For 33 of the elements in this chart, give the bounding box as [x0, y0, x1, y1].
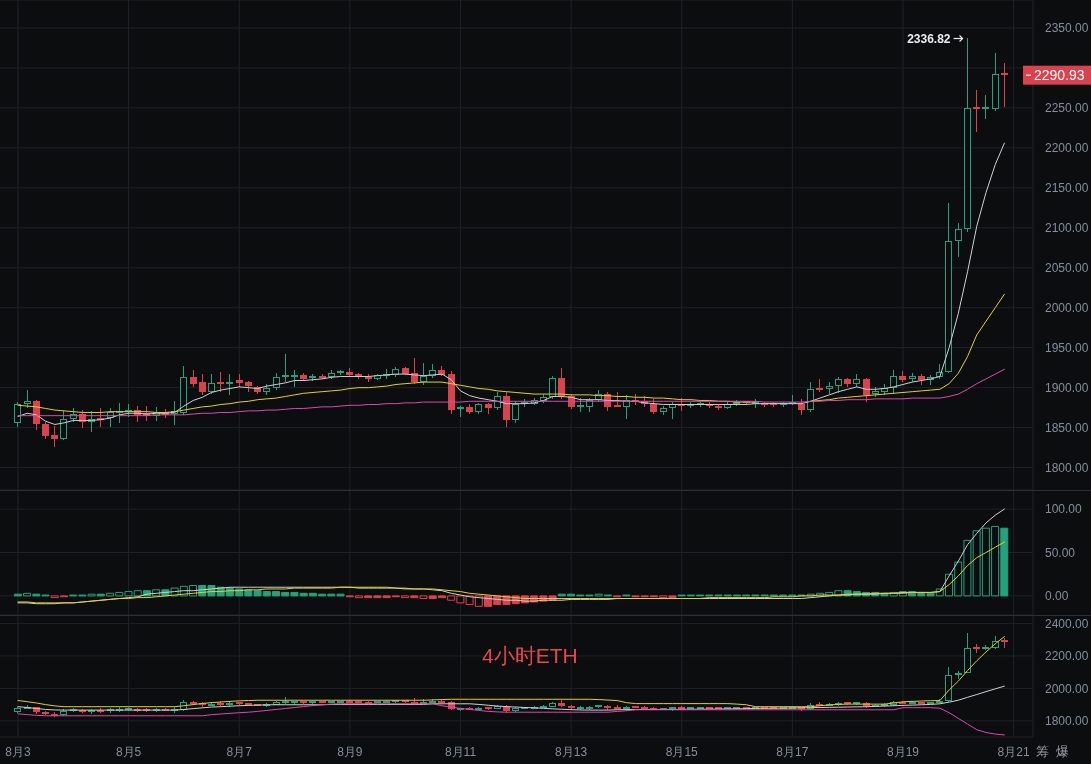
x-tick-label: 8月19	[887, 744, 920, 759]
x-tick-label: 8月9	[337, 744, 363, 759]
y-tick-label: 0.00	[1045, 589, 1069, 604]
text: 爆	[1055, 744, 1069, 759]
y-tick-label: 1800.00	[1045, 714, 1089, 729]
y-tick-label: 1950.00	[1045, 340, 1089, 355]
y-tick-label: 1850.00	[1045, 420, 1089, 435]
y-tick-label: 2050.00	[1045, 261, 1089, 276]
x-tick-label: 8月21	[997, 744, 1030, 759]
y-tick-label: 1900.00	[1045, 380, 1089, 395]
y-tick-label: 2000.00	[1045, 301, 1089, 316]
y-tick-label: 1800.00	[1045, 460, 1089, 475]
y-tick-label: 2100.00	[1045, 221, 1089, 236]
x-tick-label: 8月13	[555, 744, 588, 759]
y-tick-label: 2150.00	[1045, 181, 1089, 196]
x-tick-label: 8月7	[226, 744, 253, 759]
y-tick-label: 2200.00	[1045, 649, 1089, 664]
text: 筹	[1035, 744, 1049, 759]
x-tick-label: 8月3	[5, 744, 31, 759]
y-tick-label: 50.00	[1045, 545, 1076, 560]
x-tick-label: 8月5	[115, 744, 142, 759]
text: 2290.93	[1034, 67, 1085, 84]
x-tick-label: 8月11	[444, 744, 477, 759]
y-tick-label: 2000.00	[1045, 681, 1089, 696]
y-tick-label: 2400.00	[1045, 616, 1089, 631]
y-tick-label: 2200.00	[1045, 141, 1089, 156]
x-tick-label: 8月15	[665, 744, 699, 759]
y-tick-label: 2250.00	[1045, 101, 1089, 116]
annotation: 4小时ETH	[482, 644, 578, 667]
y-tick-label: 100.00	[1045, 502, 1083, 517]
y-tick-label: 2350.00	[1045, 21, 1089, 36]
x-tick-label: 8月17	[776, 744, 809, 759]
annotation: 2336.82	[907, 31, 951, 46]
